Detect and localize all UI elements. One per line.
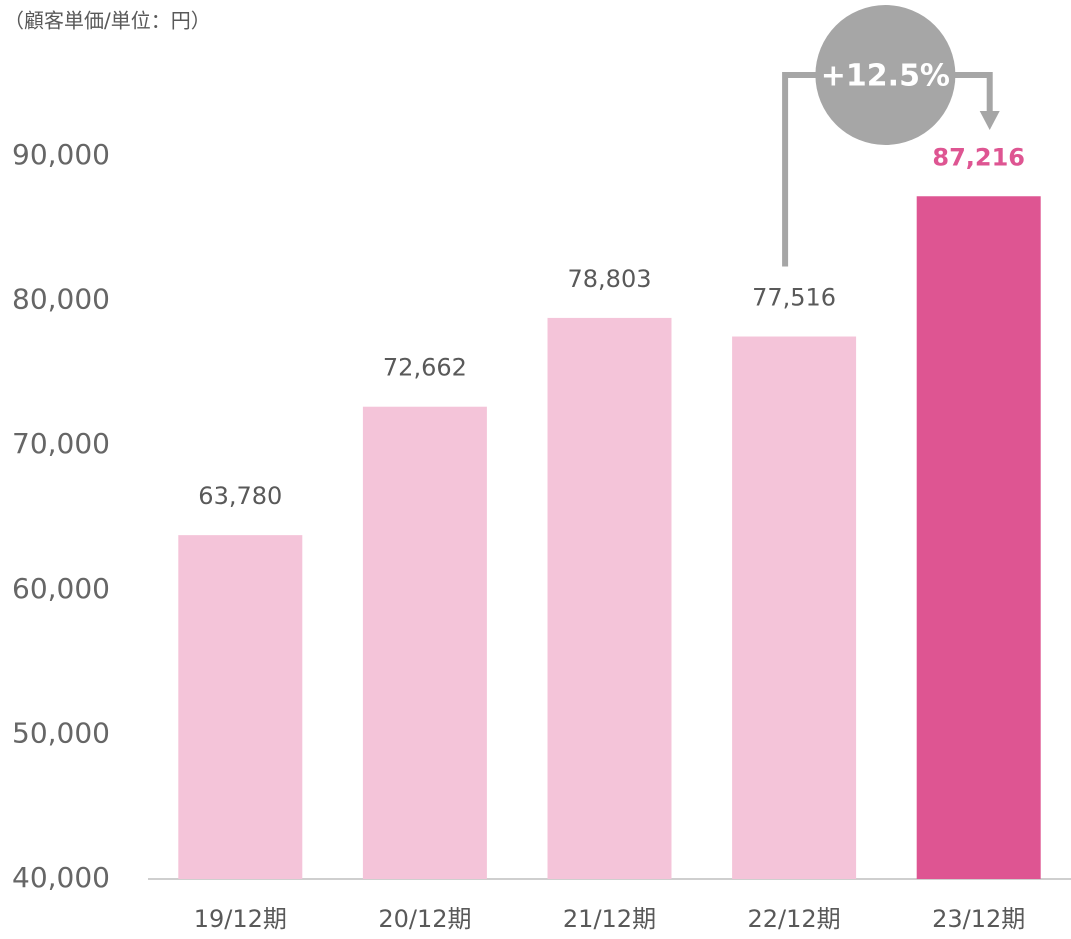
bar <box>732 336 857 879</box>
growth-annotation: +12.5% <box>821 59 950 94</box>
growth-arrowhead <box>979 111 1000 130</box>
x-tick-label: 20/12期 <box>378 905 471 933</box>
y-tick-label: 40,000 <box>12 861 110 894</box>
y-tick-label: 70,000 <box>12 427 110 460</box>
y-tick-label: 50,000 <box>12 716 110 749</box>
value-label: 78,803 <box>568 265 652 293</box>
y-tick-label: 90,000 <box>12 138 110 171</box>
x-tick-label: 21/12期 <box>563 905 656 933</box>
value-label: 87,216 <box>932 143 1025 171</box>
unit-label: （顧客単価/単位：円） <box>4 9 211 33</box>
x-tick-label: 22/12期 <box>748 905 841 933</box>
bar <box>362 406 487 879</box>
x-tick-label: 19/12期 <box>194 905 287 933</box>
y-tick-label: 60,000 <box>12 572 110 605</box>
growth-badge <box>815 5 956 145</box>
y-tick-label: 80,000 <box>12 283 110 316</box>
bar <box>916 196 1041 879</box>
bar <box>547 317 672 879</box>
value-label: 72,662 <box>383 354 467 382</box>
value-label: 77,516 <box>752 284 836 312</box>
value-label: 63,780 <box>198 482 282 510</box>
x-tick-label: 23/12期 <box>932 905 1025 933</box>
bar <box>178 535 303 879</box>
